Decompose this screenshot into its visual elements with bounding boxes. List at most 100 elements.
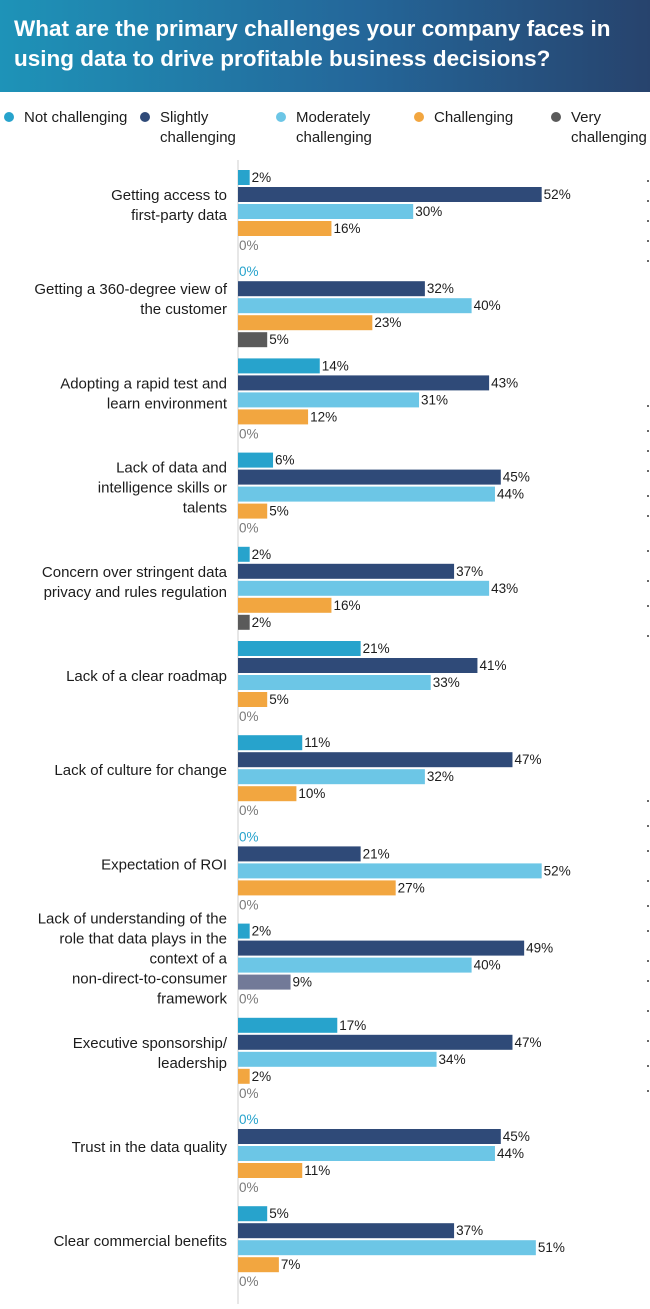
data-label: 5% — [269, 692, 289, 707]
legend-label: Slightly challenging — [160, 109, 236, 146]
data-label: 2% — [252, 547, 272, 562]
data-label: 7% — [281, 1257, 301, 1272]
edge-text-fragment — [647, 550, 649, 552]
bar — [238, 221, 332, 236]
category-label: Getting a 360-degree view of the customer — [34, 281, 227, 318]
data-label: 40% — [474, 298, 501, 313]
data-label: 34% — [439, 1052, 466, 1067]
edge-text-fragment — [647, 825, 649, 827]
category-label: Expectation of ROI — [101, 856, 227, 873]
bar — [238, 1051, 437, 1067]
data-label: 37% — [456, 1223, 483, 1238]
data-label: 0% — [239, 992, 259, 1007]
edge-text-fragment — [647, 800, 649, 802]
data-label: 0% — [239, 264, 259, 279]
data-label: 40% — [474, 958, 501, 973]
chart-area: Getting access to first-party data 2% 52% 30… — [0, 160, 650, 1304]
bar — [238, 1257, 279, 1273]
data-label: 16% — [333, 221, 360, 236]
category-label: Lack of a clear roadmap — [66, 668, 227, 685]
edge-text-fragment — [647, 515, 649, 517]
bar — [238, 974, 291, 990]
legend-label: Moderately challenging — [296, 109, 372, 146]
bar — [238, 375, 490, 391]
data-label: 32% — [427, 769, 454, 784]
bar — [238, 469, 501, 485]
edge-text-fragment — [647, 880, 649, 882]
category-label: Clear commercial benefits — [54, 1233, 227, 1250]
cropped-page-edge — [646, 160, 650, 1304]
legend-label: Challenging — [434, 109, 514, 126]
bar — [238, 769, 425, 785]
legend-swatch-icon — [551, 112, 561, 122]
data-label: 27% — [398, 880, 425, 895]
bar — [238, 1068, 250, 1084]
edge-text-fragment — [647, 1065, 649, 1067]
data-label: 11% — [304, 735, 330, 750]
bar — [238, 392, 420, 408]
bar — [238, 957, 472, 973]
bar — [238, 675, 431, 690]
edge-text-fragment — [647, 430, 649, 432]
data-label: 16% — [333, 598, 360, 613]
data-label: 47% — [514, 1035, 541, 1050]
bar — [238, 281, 425, 297]
category-label: Trust in the data quality — [72, 1139, 228, 1156]
bar — [238, 735, 303, 751]
data-label: 9% — [293, 975, 313, 990]
data-label: 6% — [275, 453, 295, 468]
edge-text-fragment — [647, 260, 649, 262]
data-label: 45% — [503, 470, 530, 485]
data-label: 43% — [491, 581, 518, 596]
bar — [238, 658, 478, 673]
bar — [238, 1163, 303, 1178]
edge-text-fragment — [647, 1090, 649, 1092]
data-label: 37% — [456, 564, 483, 579]
data-label: 0% — [239, 897, 259, 912]
edge-text-fragment — [647, 405, 649, 407]
edge-text-fragment — [647, 450, 649, 452]
data-label: 0% — [239, 829, 259, 844]
bar-group: Lack of a clear roadmap 21% 41% 33% 5% 0% — [66, 641, 506, 724]
edge-text-fragment — [647, 930, 649, 932]
edge-text-fragment — [647, 200, 649, 202]
chart-title: What are the primary challenges your com… — [14, 16, 611, 71]
data-label: 14% — [322, 358, 349, 373]
bar — [238, 692, 268, 707]
bar — [238, 1017, 338, 1033]
bar — [238, 1034, 513, 1050]
bar — [238, 358, 320, 374]
data-label: 2% — [252, 170, 272, 185]
category-label: Adopting a rapid test and learn environme… — [60, 375, 228, 412]
bar — [238, 1146, 495, 1161]
data-label: 0% — [239, 803, 259, 818]
edge-text-fragment — [647, 495, 649, 497]
bar — [238, 486, 495, 502]
edge-text-fragment — [647, 635, 649, 637]
chart-legend: Not challenging Slightly challenging Moder… — [0, 108, 650, 152]
bar — [238, 597, 332, 613]
data-label: 11% — [304, 1163, 330, 1178]
data-label: 44% — [497, 1146, 524, 1161]
data-label: 2% — [252, 1069, 272, 1084]
data-label: 32% — [427, 281, 454, 296]
data-label: 47% — [514, 752, 541, 767]
edge-text-fragment — [647, 240, 649, 242]
bar — [238, 409, 309, 425]
data-label: 52% — [544, 863, 571, 878]
data-label: 45% — [503, 1129, 530, 1144]
bar — [238, 1240, 536, 1256]
bar — [238, 880, 396, 896]
data-label: 5% — [269, 504, 289, 519]
data-label: 21% — [363, 641, 390, 656]
category-label: Lack of data and intelligence skills or ta… — [98, 460, 227, 517]
legend-swatch-icon — [4, 112, 14, 122]
data-label: 2% — [252, 615, 272, 630]
data-label: 31% — [421, 392, 448, 407]
data-label: 10% — [298, 786, 325, 801]
bar — [238, 170, 250, 185]
edge-text-fragment — [647, 1040, 649, 1042]
bar — [238, 187, 542, 202]
bar-group: Getting a 360-degree view of the customer… — [34, 264, 501, 348]
bar — [238, 863, 542, 879]
